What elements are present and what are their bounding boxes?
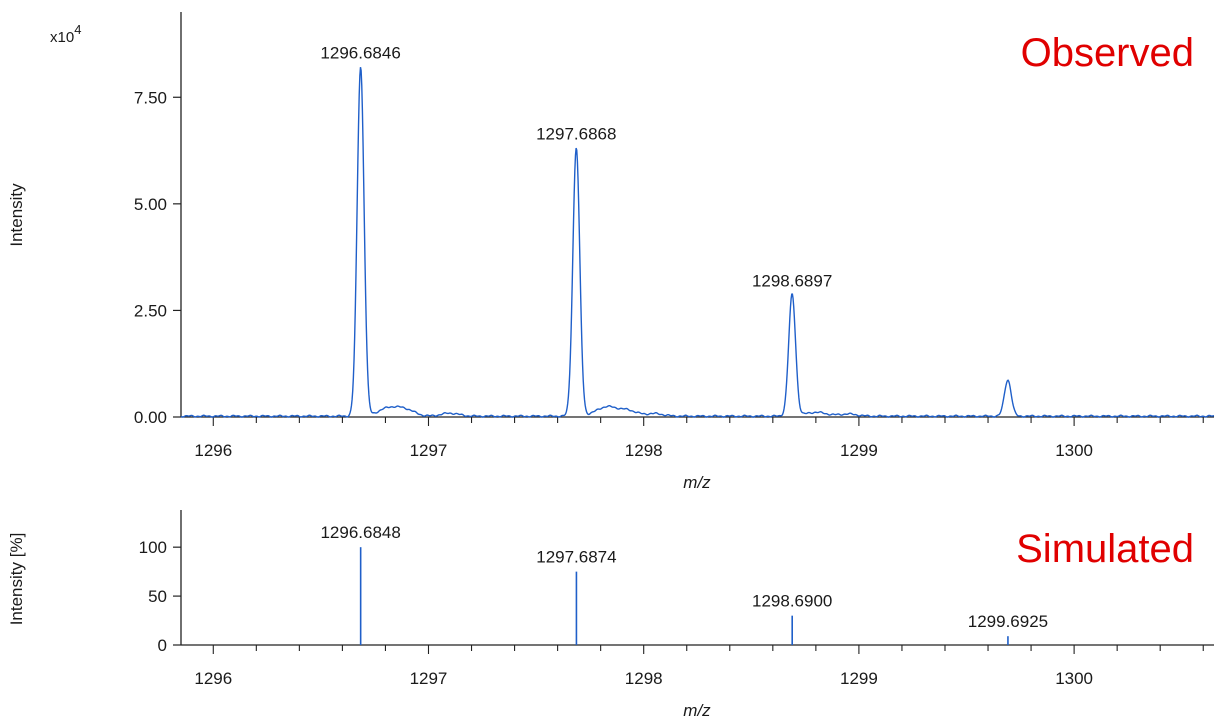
observed-peak-label: 1298.6897 [752, 272, 832, 291]
observed-x-tick-label: 1296 [194, 441, 232, 460]
simulated-panel-label: Simulated [1016, 527, 1194, 571]
observed-y-tick-label: 7.50 [134, 88, 167, 107]
simulated-peak-label: 1299.6925 [968, 612, 1048, 631]
simulated-y-ticks: 0 50 100 [139, 538, 181, 655]
observed-peak-labels: 1296.6846 1297.6868 1298.6897 [320, 43, 832, 290]
simulated-sticks [359, 547, 1009, 645]
observed-x-tick-label: 1299 [840, 441, 878, 460]
simulated-y-axis-title: Intensity [%] [7, 533, 26, 626]
simulated-y-tick-label: 100 [139, 538, 167, 557]
simulated-peak-label: 1296.6848 [320, 523, 400, 542]
simulated-x-axis-title: m/z [683, 701, 711, 720]
simulated-peak-labels: 1296.6848 1297.6874 1298.6900 1299.6925 [320, 523, 1048, 631]
simulated-x-ticks: 1296 1297 1298 1299 1300 [194, 645, 1204, 688]
simulated-axes [180, 510, 1214, 646]
simulated-x-tick-label: 1297 [410, 669, 448, 688]
observed-panel: 0.00 2.50 5.00 7.50 1296 1297 1298 1299 1300 12… [7, 12, 1215, 492]
observed-peak-label: 1297.6868 [536, 124, 616, 143]
observed-x-axis-title: m/z [683, 473, 711, 492]
observed-scale-factor: x104 [50, 22, 81, 46]
observed-y-axis-title: Intensity [7, 183, 26, 247]
observed-peak-label: 1296.6846 [320, 43, 400, 62]
simulated-x-tick-label: 1299 [840, 669, 878, 688]
observed-y-tick-label: 5.00 [134, 195, 167, 214]
observed-x-tick-label: 1298 [625, 441, 663, 460]
observed-panel-label: Observed [1021, 31, 1194, 75]
simulated-peak-label: 1297.6874 [536, 548, 616, 567]
observed-x-tick-label: 1297 [410, 441, 448, 460]
observed-y-ticks: 0.00 2.50 5.00 7.50 [134, 88, 181, 427]
observed-y-tick-label: 0.00 [134, 408, 167, 427]
simulated-peak-label: 1298.6900 [752, 592, 832, 611]
simulated-x-tick-label: 1296 [194, 669, 232, 688]
simulated-y-tick-label: 50 [148, 587, 167, 606]
observed-x-ticks: 1296 1297 1298 1299 1300 [194, 417, 1204, 460]
observed-spectrum-trace [180, 66, 1215, 418]
observed-y-tick-label: 2.50 [134, 301, 167, 320]
observed-x-tick-label: 1300 [1055, 441, 1093, 460]
observed-scale-exponent: 4 [74, 22, 81, 37]
simulated-y-tick-label: 0 [158, 636, 167, 655]
observed-scale-prefix: x10 [50, 29, 74, 46]
simulated-x-tick-label: 1298 [625, 669, 663, 688]
simulated-x-tick-label: 1300 [1055, 669, 1093, 688]
